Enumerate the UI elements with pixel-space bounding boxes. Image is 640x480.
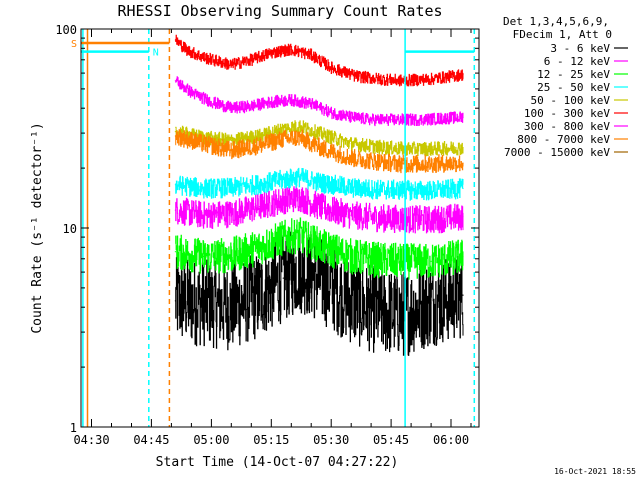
data-point xyxy=(282,277,284,279)
series-12-25-kev xyxy=(174,217,464,280)
series-300-800-kev xyxy=(174,76,464,127)
x-tick-label: 05:15 xyxy=(253,433,289,447)
y-tick-label: 100 xyxy=(55,23,77,37)
series-800-7000-kev xyxy=(174,129,464,174)
axes: 04:30 04:45 05:00 05:15 05:30 05:45 06:00 1 10 10… xyxy=(55,23,479,447)
legend-label: 100 - 300 keV xyxy=(524,107,610,120)
series-25-50-kev xyxy=(174,167,464,201)
legend-label: 300 - 800 keV xyxy=(524,120,610,133)
x-tick-label: 06:00 xyxy=(433,433,469,447)
legend-header-1: Det 1,3,4,5,6,9, xyxy=(503,15,609,28)
trace-line xyxy=(175,167,464,201)
x-tick-label: 05:00 xyxy=(193,433,229,447)
x-axis-label: Start Time (14-Oct-07 04:27:22) xyxy=(156,455,399,470)
legend-label: 25 - 50 keV xyxy=(537,81,610,94)
data-point xyxy=(462,294,464,296)
legend-label: 6 - 12 keV xyxy=(544,55,611,68)
series-100-300-kev xyxy=(174,34,464,87)
legend-header-2: FDecim 1, Att 0 xyxy=(513,28,612,41)
data-point xyxy=(430,260,432,262)
trace-line xyxy=(175,217,464,280)
x-tick-label: 05:30 xyxy=(313,433,349,447)
x-tick-label: 04:45 xyxy=(133,433,169,447)
legend-label: 50 - 100 keV xyxy=(531,94,611,107)
trace-line xyxy=(175,76,464,127)
series-6-12-kev xyxy=(174,186,464,234)
x-tick-label: 05:45 xyxy=(373,433,409,447)
y-tick-label: 10 xyxy=(63,222,77,236)
trace-line xyxy=(175,34,464,87)
timestamp: 16-Oct-2021 18:55 xyxy=(554,467,636,476)
plot-area xyxy=(174,34,464,356)
x-tick-label: 04:30 xyxy=(73,433,109,447)
legend-label: 7000 - 15000 keV xyxy=(504,146,610,159)
legend: Det 1,3,4,5,6,9, FDecim 1, Att 0 3 - 6 k… xyxy=(503,15,628,159)
y-tick-label: 1 xyxy=(70,421,77,435)
trace-line xyxy=(175,129,464,174)
trace-line xyxy=(175,120,464,157)
trace-line xyxy=(175,186,464,234)
data-point xyxy=(174,251,176,253)
chart-title: RHESSI Observing Summary Count Rates xyxy=(117,2,442,20)
series-50-100-kev xyxy=(174,120,464,157)
data-point xyxy=(462,162,464,164)
legend-label: 12 - 25 keV xyxy=(537,68,610,81)
y-axis-label: Count Rate (s⁻¹ detector⁻¹) xyxy=(30,122,45,333)
marker-label-n: N xyxy=(153,48,159,59)
legend-label: 800 - 7000 keV xyxy=(517,133,610,146)
legend-label: 3 - 6 keV xyxy=(550,42,610,55)
marker-label-s: S xyxy=(71,39,77,50)
